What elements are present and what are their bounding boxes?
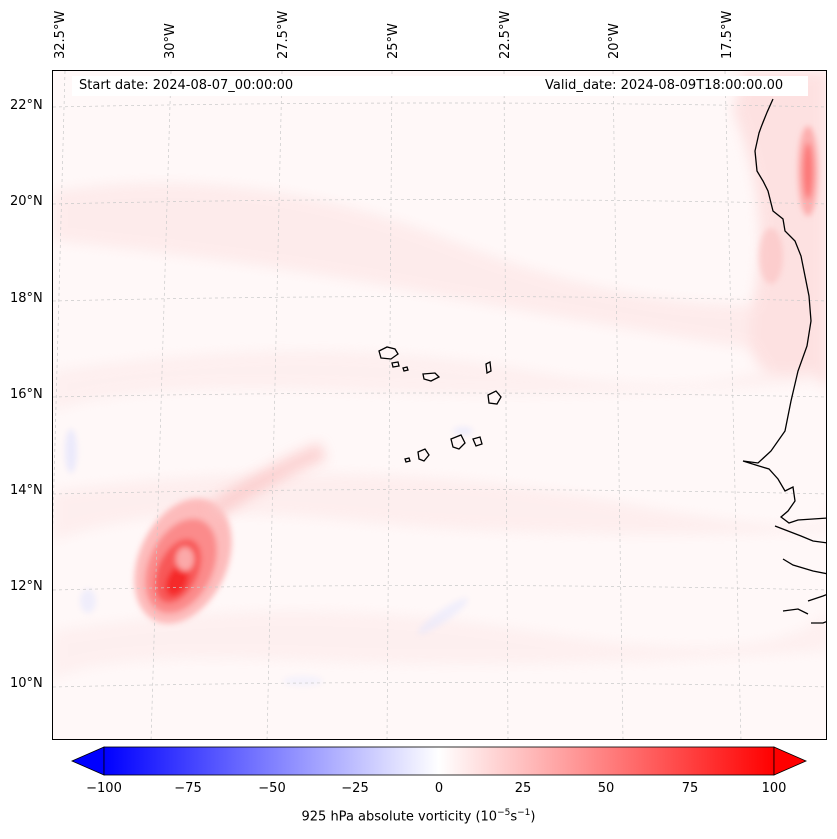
lon-label-17-5w: 17.5°W bbox=[720, 10, 735, 59]
lon-label-25w: 25°W bbox=[386, 23, 401, 59]
lat-label-22n: 22°N bbox=[10, 98, 43, 113]
cbar-tick: 75 bbox=[681, 781, 699, 796]
map-panel[interactable] bbox=[52, 70, 827, 740]
colorbar-min-extend bbox=[71, 746, 105, 776]
cbar-tick: −75 bbox=[174, 781, 202, 796]
cbar-tick: −25 bbox=[341, 781, 369, 796]
lon-label-32-5w: 32.5°W bbox=[53, 10, 68, 59]
colorbar bbox=[71, 746, 807, 776]
vorticity-field bbox=[53, 71, 826, 739]
cbar-tick: −50 bbox=[258, 781, 286, 796]
coastal-vorticity bbox=[759, 126, 818, 284]
graticule bbox=[53, 71, 826, 739]
lon-label-27-5w: 27.5°W bbox=[276, 10, 291, 59]
start-date: Start date: 2024-08-07_00:00:00 bbox=[79, 78, 294, 93]
lon-label-30w: 30°W bbox=[163, 23, 178, 59]
cape-verde-islands bbox=[378, 346, 502, 463]
lon-label-20w: 20°W bbox=[607, 23, 622, 59]
vortex-core bbox=[134, 498, 232, 624]
cbar-tick: 100 bbox=[761, 781, 787, 796]
valid-date: Valid_date: 2024-08-09T18:00:00.00 bbox=[545, 78, 784, 93]
cbar-tick: 50 bbox=[597, 781, 615, 796]
colorbar-label: 925 hPa absolute vorticity (10−5s−1) bbox=[301, 808, 536, 825]
lat-label-12n: 12°N bbox=[10, 579, 43, 594]
lat-label-16n: 16°N bbox=[10, 387, 43, 402]
lat-label-10n: 10°N bbox=[10, 676, 43, 691]
cbar-tick: −100 bbox=[86, 781, 122, 796]
cbar-tick: 25 bbox=[514, 781, 532, 796]
colorbar-gradient bbox=[103, 746, 775, 776]
cbar-tick: 0 bbox=[434, 781, 444, 796]
colorbar-max-extend bbox=[773, 746, 807, 776]
date-banner bbox=[72, 76, 808, 96]
lat-label-14n: 14°N bbox=[10, 483, 43, 498]
coastline bbox=[742, 98, 826, 624]
lat-label-18n: 18°N bbox=[10, 291, 43, 306]
lat-label-20n: 20°N bbox=[10, 194, 43, 209]
lon-label-22-5w: 22.5°W bbox=[498, 10, 513, 59]
